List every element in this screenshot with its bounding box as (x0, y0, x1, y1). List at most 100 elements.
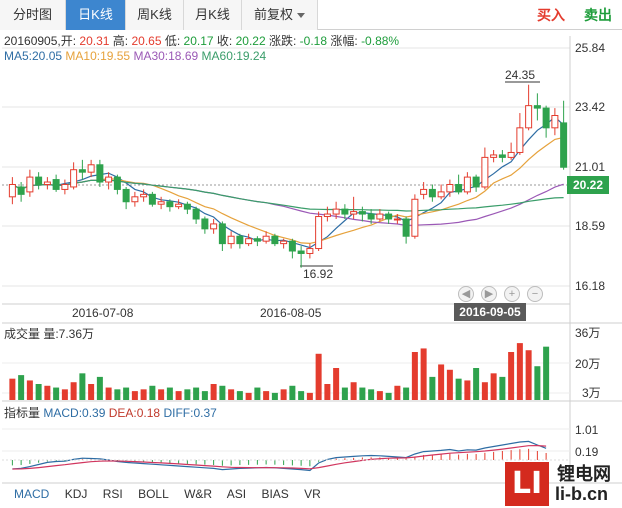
high-annotation: 24.35 (505, 68, 535, 82)
candle-body (35, 176, 43, 185)
candle-body (140, 193, 148, 198)
macd-value: MACD:0.39 (43, 406, 106, 420)
candle-body (26, 176, 34, 193)
logo-mark: LI (505, 462, 549, 506)
tab-label: 周K线 (137, 7, 172, 22)
indicator-tab-asi[interactable]: ASI (226, 487, 247, 501)
volume-bar (35, 384, 42, 400)
scroll-right-icon[interactable]: ▶ (481, 286, 497, 302)
volume-bar (490, 373, 497, 400)
volume-bar (289, 385, 296, 400)
volume-bar (324, 384, 331, 400)
candle-body (490, 154, 498, 158)
indicator-tab-vr[interactable]: VR (304, 487, 321, 501)
quote-date: 20160905 (4, 34, 58, 48)
indicator-tab-rsi[interactable]: RSI (102, 487, 123, 501)
candle-body (463, 176, 471, 193)
candle-body (323, 213, 331, 218)
volume-bar (88, 384, 95, 400)
volume-bar (271, 392, 278, 400)
volume-bar (114, 389, 121, 400)
price-tick: 18.59 (575, 219, 605, 233)
zoom-in-icon[interactable]: + (504, 286, 520, 302)
candle-body (481, 156, 489, 188)
low-value: 20.17 (183, 34, 214, 48)
volume-bar (350, 382, 357, 400)
indicator-title: 指标量 (4, 406, 41, 420)
candle-body (411, 198, 419, 237)
candle-body (96, 164, 104, 183)
volume-bar (394, 385, 401, 400)
tab-daily-k[interactable]: 日K线 (66, 0, 126, 30)
indicator-tab-bias[interactable]: BIAS (261, 487, 289, 501)
candle-body (455, 183, 463, 193)
indicator-tab-wr[interactable]: W&R (184, 487, 213, 501)
volume-bar (158, 389, 165, 400)
volume-bar (166, 387, 173, 400)
volume-bar (376, 391, 383, 400)
quote-info: 20160905,开: 20.31 高: 20.65 低: 20.17 收: 2… (4, 34, 400, 48)
candle-body (61, 183, 69, 190)
volume-bar (534, 366, 541, 400)
volume-bar (438, 364, 445, 400)
candle-body (437, 191, 445, 198)
price-tick: 16.18 (575, 279, 605, 293)
pct-value: -0.88% (361, 34, 400, 48)
volume-bar (368, 389, 375, 400)
date-tick: 2016-08-05 (260, 306, 322, 320)
indicator-tab-kdj[interactable]: KDJ (64, 487, 88, 501)
ma10-label: MA10:19.55 (65, 49, 131, 63)
ma30-line (12, 179, 564, 227)
zoom-out-icon[interactable]: − (527, 286, 543, 302)
macd-tick: 0.19 (575, 445, 599, 459)
candle-body (420, 188, 428, 195)
candle-body (446, 183, 454, 193)
tab-monthly-k[interactable]: 月K线 (184, 0, 242, 30)
period-tabs: 分时图 日K线 周K线 月K线 前复权 买入 卖出 (0, 0, 622, 30)
candle-body (507, 151, 515, 158)
volume-bar (61, 389, 68, 400)
tab-weekly-k[interactable]: 周K线 (126, 0, 184, 30)
high-value: 20.65 (131, 34, 162, 48)
adjust-dropdown[interactable]: 前复权 (242, 0, 318, 30)
volume-bar (9, 378, 16, 400)
volume-bar (184, 389, 191, 400)
candle-body (183, 203, 191, 210)
candle-body (131, 196, 139, 203)
volume-bar (446, 369, 453, 400)
candle-body (271, 235, 279, 245)
candle-body (315, 216, 323, 250)
tab-label: 月K线 (195, 7, 230, 22)
volume-bar (543, 346, 550, 400)
volume-bar (516, 343, 523, 400)
candle-body (192, 208, 200, 220)
scroll-left-icon[interactable]: ◀ (458, 286, 474, 302)
candle-body (105, 176, 113, 183)
indicator-tab-boll[interactable]: BOLL (138, 487, 169, 501)
buy-button[interactable]: 买入 (537, 7, 565, 23)
sell-button[interactable]: 卖出 (584, 7, 612, 23)
candle-body (43, 181, 51, 185)
volume-bar (96, 376, 103, 400)
tab-label: 分时图 (12, 7, 52, 22)
ma10-line (12, 136, 564, 245)
dea-line (12, 444, 547, 470)
ma-legend: MA5:20.05 MA10:19.55 MA30:18.69 MA60:19.… (4, 49, 266, 63)
candle-body (297, 250, 305, 254)
low-annotation: 16.92 (303, 267, 333, 281)
candle-body (227, 235, 235, 245)
site-logo: LI 锂电网 li-b.cn (505, 458, 622, 508)
candle-body (70, 169, 78, 188)
candle-body (350, 211, 358, 215)
tab-timeshare[interactable]: 分时图 (0, 0, 66, 30)
volume-bar (420, 348, 427, 400)
dropdown-label: 前复权 (253, 7, 293, 22)
open-label: 开: (60, 34, 77, 48)
change-value: -0.18 (299, 34, 328, 48)
candle-body (175, 203, 183, 208)
candle-body (358, 211, 366, 215)
ma5-label: MA5:20.05 (4, 49, 63, 63)
indicator-tab-macd[interactable]: MACD (14, 487, 50, 501)
volume-bar (79, 373, 86, 400)
